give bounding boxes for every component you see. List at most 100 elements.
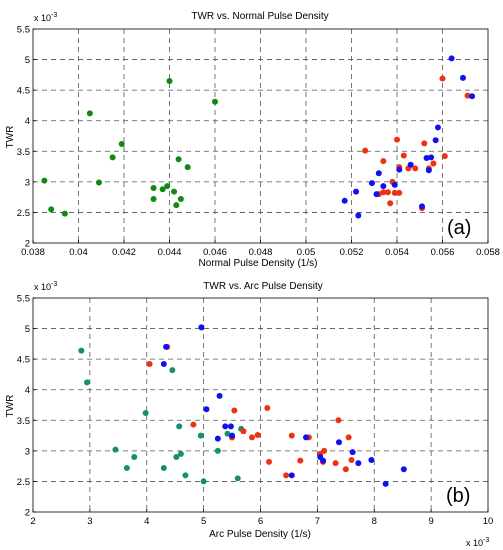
x-axis-label: Normal Pulse Density (1/s) [199,258,318,269]
data-point [303,434,309,441]
scatter-series [362,75,471,212]
data-point [48,206,55,213]
data-point [459,74,466,81]
data-point [428,154,435,161]
data-point [342,466,349,473]
data-point [61,210,68,217]
scatter-series [78,347,245,485]
data-point [169,367,176,374]
data-point [142,409,149,416]
data-point [430,160,437,167]
data-point [321,447,328,454]
data-point [248,434,255,441]
y-tick-label: 4 [25,385,30,396]
data-point [171,188,178,195]
data-point [214,435,221,442]
y-tick-label: 2.5 [17,208,30,219]
data-point [200,478,207,485]
data-point [332,460,339,467]
x-axis-label: Arc Pulse Density (1/s) [209,529,311,540]
data-point [182,472,189,479]
x-tick-label: 0.048 [249,247,273,258]
data-point [160,361,167,368]
data-point [41,177,48,184]
data-point [78,347,85,354]
data-point [184,164,191,171]
data-point [234,475,241,482]
data-point [394,136,400,143]
data-point [368,457,375,464]
data-point [368,180,375,187]
data-point [216,392,223,399]
data-point [380,158,387,165]
data-point [421,140,428,147]
data-point [448,55,455,62]
data-point [190,421,197,428]
scatter-series [341,55,476,219]
data-point [419,203,426,210]
y-tick-label: 4 [25,116,30,127]
data-point [288,472,295,479]
data-point [400,466,407,473]
x-exponent-label: x 10-3 [466,537,489,548]
x-tick-label: 10 [483,516,494,527]
y-tick-label: 2.5 [17,477,30,488]
data-point [353,188,360,195]
y-tick-label: 3.5 [17,416,30,427]
data-point [439,75,446,82]
data-point [297,457,304,464]
y-axis-label: TWR [5,395,16,418]
data-point [163,343,170,350]
data-point [320,457,327,464]
data-point [159,186,166,193]
data-point [176,423,183,430]
data-point [197,432,204,439]
y-tick-label: 2 [25,239,30,250]
y-tick-label: 2 [25,508,30,519]
data-point [86,110,93,117]
data-point [434,124,441,131]
data-point [254,431,261,438]
data-point [341,197,348,204]
scatter-series [160,324,407,487]
x-tick-label: 4 [144,516,149,527]
chart-title: TWR vs. Normal Pulse Density [191,11,328,22]
data-point [387,200,394,207]
x-tick-label: 0.046 [203,247,227,258]
data-point [349,449,356,456]
data-point [123,464,130,471]
data-point [375,170,382,177]
data-point [203,406,210,413]
data-point [407,161,414,168]
data-point [95,179,102,186]
data-point [335,439,342,446]
x-tick-label: 0.05 [297,247,316,258]
data-point [112,446,119,453]
x-tick-label: 0.04 [69,247,88,258]
data-point [198,324,205,331]
x-tick-label: 0.042 [112,247,136,258]
data-point [335,417,342,424]
data-point [396,166,403,173]
y-tick-label: 3 [25,446,30,457]
data-point [222,423,229,430]
data-point [425,167,432,174]
data-point [150,195,157,202]
scatter-series [41,77,218,217]
data-point [288,432,295,439]
data-point [384,189,391,196]
chart-title: TWR vs. Arc Pulse Density [203,281,322,292]
data-point [212,98,218,105]
data-point [355,212,362,219]
chart-panel-b: TWR vs. Arc Pulse Density Arc Pulse Dens… [5,281,493,548]
data-point [423,155,430,162]
y-tick-label: 5 [25,324,30,335]
x-tick-label: 0.056 [431,247,455,258]
data-point [164,183,171,190]
data-point [391,181,398,188]
data-point [362,147,369,154]
data-point [396,189,403,196]
y-tick-label: 3 [25,177,30,188]
x-tick-label: 6 [258,516,263,527]
